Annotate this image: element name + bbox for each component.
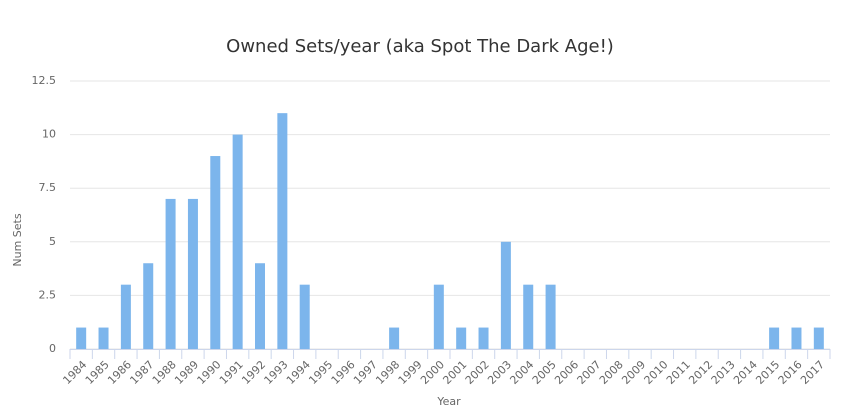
- bar: [769, 327, 780, 349]
- bar: [277, 113, 288, 349]
- bar: [120, 284, 131, 349]
- y-axis-title: Num Sets: [11, 213, 24, 266]
- bar: [255, 263, 265, 349]
- bar: [433, 284, 444, 349]
- bar: [545, 284, 556, 349]
- bar: [389, 327, 400, 349]
- bar: [76, 327, 87, 349]
- bar: [456, 327, 467, 349]
- bar: [210, 156, 221, 349]
- bar: [143, 263, 154, 349]
- chart-title: Owned Sets/year (aka Spot The Dark Age!): [226, 36, 614, 57]
- bar: [299, 284, 310, 349]
- bar: [187, 198, 198, 349]
- y-tick-label: 10: [42, 128, 56, 141]
- y-tick-label: 0: [49, 342, 56, 355]
- bar: [813, 327, 824, 349]
- bar: [791, 327, 802, 349]
- bar: [165, 198, 176, 349]
- bar: [232, 134, 243, 349]
- x-axis-title: Year: [436, 395, 461, 408]
- bar: [523, 284, 534, 349]
- bar: [98, 327, 109, 349]
- y-tick-label: 2.5: [39, 288, 57, 301]
- bar: [478, 327, 489, 349]
- y-tick-label: 5: [49, 235, 56, 248]
- bar: [500, 241, 511, 349]
- y-tick-label: 7.5: [39, 181, 57, 194]
- y-tick-label: 12.5: [32, 74, 57, 87]
